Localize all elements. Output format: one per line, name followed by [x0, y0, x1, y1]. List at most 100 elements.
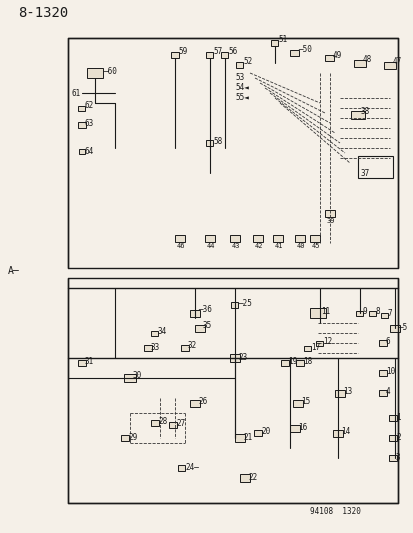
- Bar: [295, 360, 303, 366]
- Text: 3: 3: [395, 453, 400, 462]
- Text: 6: 6: [385, 337, 390, 346]
- Text: 21: 21: [242, 432, 252, 441]
- Bar: [230, 354, 240, 362]
- Text: 57: 57: [212, 47, 222, 56]
- Text: 37: 37: [360, 169, 369, 179]
- Bar: [121, 435, 129, 441]
- Bar: [309, 235, 319, 241]
- Text: 42: 42: [254, 243, 263, 249]
- Text: 24─: 24─: [185, 464, 198, 472]
- Bar: [388, 415, 396, 421]
- Text: 1: 1: [395, 413, 400, 422]
- Text: 8-1320: 8-1320: [18, 6, 68, 20]
- Text: A─: A─: [8, 266, 20, 276]
- Bar: [271, 40, 278, 46]
- Text: 53: 53: [235, 74, 244, 83]
- Text: 47: 47: [392, 58, 401, 67]
- Text: 19: 19: [287, 358, 297, 367]
- Text: 41: 41: [274, 243, 283, 249]
- Text: 40: 40: [296, 243, 305, 249]
- Bar: [353, 60, 365, 67]
- Text: 49: 49: [332, 51, 342, 60]
- Bar: [292, 400, 302, 407]
- Bar: [190, 400, 199, 407]
- Text: 12: 12: [322, 337, 332, 346]
- Text: 29: 29: [128, 432, 137, 441]
- Bar: [309, 308, 325, 318]
- Text: 48: 48: [362, 55, 371, 64]
- Bar: [356, 311, 363, 316]
- Bar: [324, 209, 334, 216]
- Bar: [280, 360, 288, 366]
- Text: 58: 58: [212, 136, 222, 146]
- Bar: [304, 345, 311, 351]
- Text: 28: 28: [158, 417, 167, 426]
- Bar: [206, 140, 213, 146]
- Bar: [240, 474, 249, 482]
- Bar: [195, 325, 204, 332]
- Bar: [78, 106, 85, 110]
- Text: 10: 10: [385, 367, 394, 376]
- Bar: [289, 424, 299, 432]
- Bar: [252, 235, 262, 241]
- Text: 23: 23: [237, 352, 247, 361]
- Text: 30: 30: [133, 372, 142, 381]
- Bar: [334, 390, 344, 397]
- Bar: [180, 345, 189, 351]
- Text: 22: 22: [247, 472, 256, 481]
- Bar: [350, 111, 364, 119]
- Bar: [316, 341, 323, 345]
- Bar: [175, 235, 185, 241]
- Bar: [79, 149, 85, 154]
- Bar: [151, 330, 158, 335]
- Text: 61: 61: [72, 88, 81, 98]
- Bar: [231, 302, 238, 308]
- Bar: [169, 422, 177, 428]
- Text: 34: 34: [158, 327, 167, 335]
- Bar: [272, 235, 282, 241]
- Text: 56: 56: [228, 47, 237, 56]
- Bar: [144, 345, 152, 351]
- Bar: [294, 235, 304, 241]
- Text: 55◄: 55◄: [235, 93, 248, 101]
- Text: 31: 31: [85, 357, 94, 366]
- Text: 7: 7: [387, 310, 392, 319]
- Text: 45: 45: [311, 243, 320, 249]
- Bar: [389, 325, 399, 332]
- Text: 62: 62: [85, 101, 94, 110]
- Text: 54◄: 54◄: [235, 84, 248, 93]
- Text: 46: 46: [177, 243, 185, 249]
- Bar: [190, 310, 199, 317]
- Text: 43: 43: [231, 243, 240, 249]
- Text: 18: 18: [302, 358, 311, 367]
- Text: 15: 15: [300, 398, 309, 407]
- Bar: [178, 465, 185, 471]
- Text: ─5: ─5: [397, 322, 406, 332]
- Bar: [124, 374, 136, 382]
- Text: 59: 59: [178, 47, 187, 56]
- Text: 20: 20: [260, 427, 270, 437]
- Text: 35: 35: [202, 320, 212, 329]
- Text: 9: 9: [362, 308, 367, 317]
- Bar: [325, 55, 334, 61]
- Text: 4: 4: [385, 387, 390, 397]
- Text: ─60: ─60: [103, 67, 116, 76]
- Text: ─50: ─50: [297, 45, 311, 54]
- Text: 13: 13: [342, 387, 351, 397]
- Bar: [290, 50, 299, 56]
- Text: 51: 51: [277, 36, 287, 44]
- Bar: [378, 390, 386, 396]
- Bar: [230, 235, 240, 241]
- Text: 2: 2: [395, 432, 400, 441]
- Text: 64: 64: [85, 147, 94, 156]
- Text: 52: 52: [242, 58, 252, 67]
- Bar: [378, 370, 386, 376]
- Bar: [236, 62, 243, 68]
- Bar: [369, 311, 375, 316]
- Bar: [388, 435, 396, 441]
- Text: 38: 38: [360, 108, 369, 117]
- Bar: [254, 430, 261, 436]
- Text: 39: 39: [326, 218, 335, 224]
- Text: 11: 11: [320, 306, 330, 316]
- Text: ─36: ─36: [197, 305, 211, 314]
